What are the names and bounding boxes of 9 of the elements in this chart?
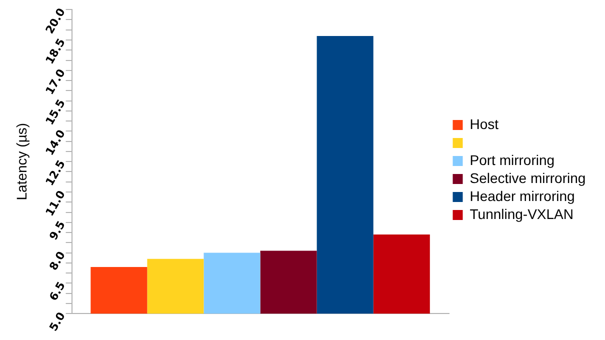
legend-label: Selective mirroring [470, 170, 586, 186]
y-axis-title: Latency (µs) [13, 122, 30, 200]
y-tick-label: 8.0 [46, 248, 68, 273]
y-tick-label: 5.0 [46, 310, 68, 334]
legend-label: Tunnling-VXLAN [470, 206, 574, 222]
legend-label: Port mirroring [470, 152, 555, 168]
legend-label: Header mirroring [470, 188, 575, 204]
y-tick-label: 6.5 [46, 280, 68, 304]
legend-label: Host [470, 116, 499, 132]
